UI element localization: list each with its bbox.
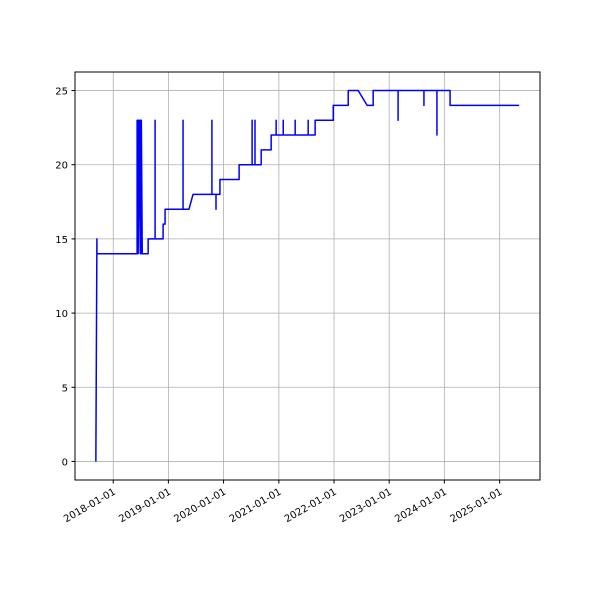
x-tick-label: 2025-01-01 bbox=[449, 487, 505, 526]
x-tick-label: 2022-01-01 bbox=[283, 487, 339, 526]
x-tick-label: 2019-01-01 bbox=[117, 487, 173, 526]
x-tick-label: 2021-01-01 bbox=[228, 487, 284, 526]
x-tick-label: 2023-01-01 bbox=[338, 487, 394, 526]
y-tick-label: 10 bbox=[55, 309, 68, 320]
data-line bbox=[95, 89, 520, 462]
plot-frame bbox=[74, 71, 541, 481]
y-tick-label: 25 bbox=[55, 87, 68, 98]
y-tick-label: 5 bbox=[62, 383, 68, 394]
y-tick-label: 15 bbox=[55, 235, 68, 246]
y-tick-label: 0 bbox=[62, 457, 68, 468]
x-tick-label: 2018-01-01 bbox=[62, 487, 118, 526]
y-tick-label: 20 bbox=[55, 161, 68, 172]
x-tick-label: 2024-01-01 bbox=[393, 487, 449, 526]
x-tick-label: 2020-01-01 bbox=[172, 487, 228, 526]
